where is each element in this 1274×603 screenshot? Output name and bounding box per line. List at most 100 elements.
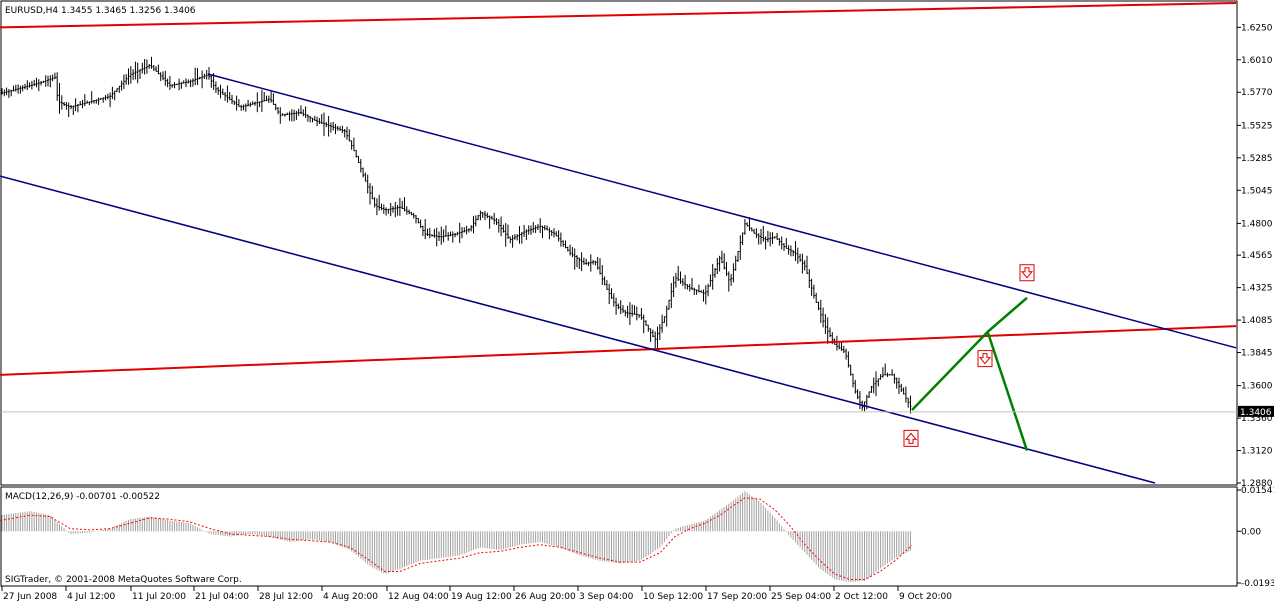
ohlc-bar: [845, 348, 848, 360]
ohlc-bar: [582, 257, 585, 265]
ohlc-bar: [88, 101, 91, 106]
ohlc-bar: [541, 225, 544, 239]
ohlc-bar: [686, 284, 689, 290]
ohlc-bar: [649, 328, 652, 342]
ohlc-bar: [435, 227, 438, 247]
ohlc-bar: [465, 225, 468, 235]
ohlc-bar: [773, 236, 776, 239]
ohlc-bar: [610, 288, 613, 299]
ohlc-bar: [30, 80, 33, 90]
ohlc-bar: [608, 283, 611, 305]
ohlc-bar: [359, 159, 362, 173]
ohlc-bar: [371, 185, 374, 200]
ohlc-bar: [214, 81, 217, 93]
ohlc-bar: [691, 277, 693, 290]
ohlc-bar: [596, 256, 599, 270]
ohlc-bar: [622, 305, 624, 313]
ohlc-bar: [580, 252, 583, 272]
ohlc-bar: [799, 253, 802, 262]
price-tick-label: 1.2880: [1241, 479, 1273, 489]
ohlc-bar: [81, 99, 84, 109]
ohlc-bar: [746, 222, 749, 227]
ohlc-bar: [819, 299, 822, 324]
ohlc-bar: [7, 88, 10, 99]
ohlc-bar: [548, 227, 551, 240]
ohlc-bar: [224, 92, 227, 101]
time-tick-label: 19 Aug 12:00: [451, 592, 512, 602]
green-projection-path: [911, 296, 1028, 411]
ohlc-bar: [612, 293, 615, 307]
ohlc-bar: [3, 89, 6, 97]
ohlc-bar: [695, 289, 698, 295]
ohlc-bar: [1, 88, 3, 95]
ohlc-bar: [136, 62, 139, 84]
ohlc-bar: [97, 97, 100, 105]
ohlc-bar: [808, 269, 811, 289]
blue-channel-line: [207, 73, 1237, 349]
ohlc-bar: [205, 70, 208, 80]
ohlc-bar: [56, 72, 59, 101]
ohlc-bar: [812, 284, 815, 299]
ohlc-bar: [295, 110, 298, 120]
ohlc-bar: [438, 231, 440, 242]
price-tick-label: 1.3600: [1241, 382, 1273, 392]
ohlc-bar: [424, 219, 427, 240]
macd-tick-label: -0.01931: [1241, 579, 1274, 589]
ohlc-bar: [428, 227, 431, 239]
ohlc-bar: [631, 304, 634, 317]
ohlc-bar: [164, 70, 167, 86]
ohlc-bar: [408, 209, 411, 215]
ohlc-bar: [803, 260, 806, 271]
price-tick-label: 1.4800: [1241, 219, 1273, 229]
ohlc-bar: [520, 231, 523, 244]
ohlc-bar: [150, 56, 153, 69]
ohlc-bar: [854, 379, 857, 394]
macd-axis: 0.01541 0.00 -0.01931: [1237, 486, 1274, 589]
ohlc-bar: [877, 378, 880, 387]
time-tick-label: 25 Sep 04:00: [771, 592, 831, 602]
ohlc-bar: [217, 86, 220, 95]
ohlc-bar: [909, 395, 912, 414]
ohlc-bar: [674, 272, 677, 288]
ohlc-bar: [447, 232, 450, 241]
ohlc-bar: [415, 215, 417, 224]
ohlc-bar: [898, 377, 900, 395]
ohlc-bar: [456, 231, 459, 236]
ohlc-bar: [302, 109, 305, 117]
ohlc-bar: [495, 218, 498, 225]
ohlc-bar: [601, 265, 604, 286]
ohlc-bar: [617, 303, 620, 310]
current-price-label: 1.3406: [1240, 408, 1272, 418]
ohlc-bar: [743, 218, 746, 235]
ohlc-bar: [628, 302, 631, 325]
ohlc-bar: [624, 309, 627, 317]
ohlc-bar: [277, 107, 279, 115]
ohlc-bar: [576, 255, 578, 268]
ohlc-bar: [178, 78, 181, 91]
ohlc-bar: [785, 238, 788, 249]
ohlc-bar: [511, 234, 514, 248]
time-tick-label: 3 Sep 04:00: [579, 592, 634, 602]
time-tick-label: 4 Aug 20:00: [323, 592, 378, 602]
price-tick-label: 1.5770: [1241, 88, 1273, 98]
ohlc-bar: [603, 276, 606, 286]
ohlc-bar: [543, 225, 546, 231]
red-trendline: [0, 325, 1237, 376]
ohlc-bar: [762, 225, 765, 242]
ohlc-bar: [626, 305, 629, 319]
ohlc-bar: [26, 80, 29, 90]
ohlc-bar: [247, 99, 250, 107]
ohlc-bar: [396, 204, 399, 216]
ohlc-bar: [534, 225, 537, 233]
ohlc-bar: [166, 78, 169, 88]
ohlc-bar: [651, 329, 654, 338]
ohlc-bar: [440, 226, 443, 245]
ohlc-bar: [578, 257, 581, 270]
ohlc-bar: [750, 227, 753, 232]
ohlc-bar: [449, 231, 452, 237]
ohlc-bar: [766, 230, 769, 243]
ohlc-bar: [366, 174, 369, 194]
ohlc-bar: [702, 289, 705, 302]
ohlc-bar: [357, 155, 360, 164]
